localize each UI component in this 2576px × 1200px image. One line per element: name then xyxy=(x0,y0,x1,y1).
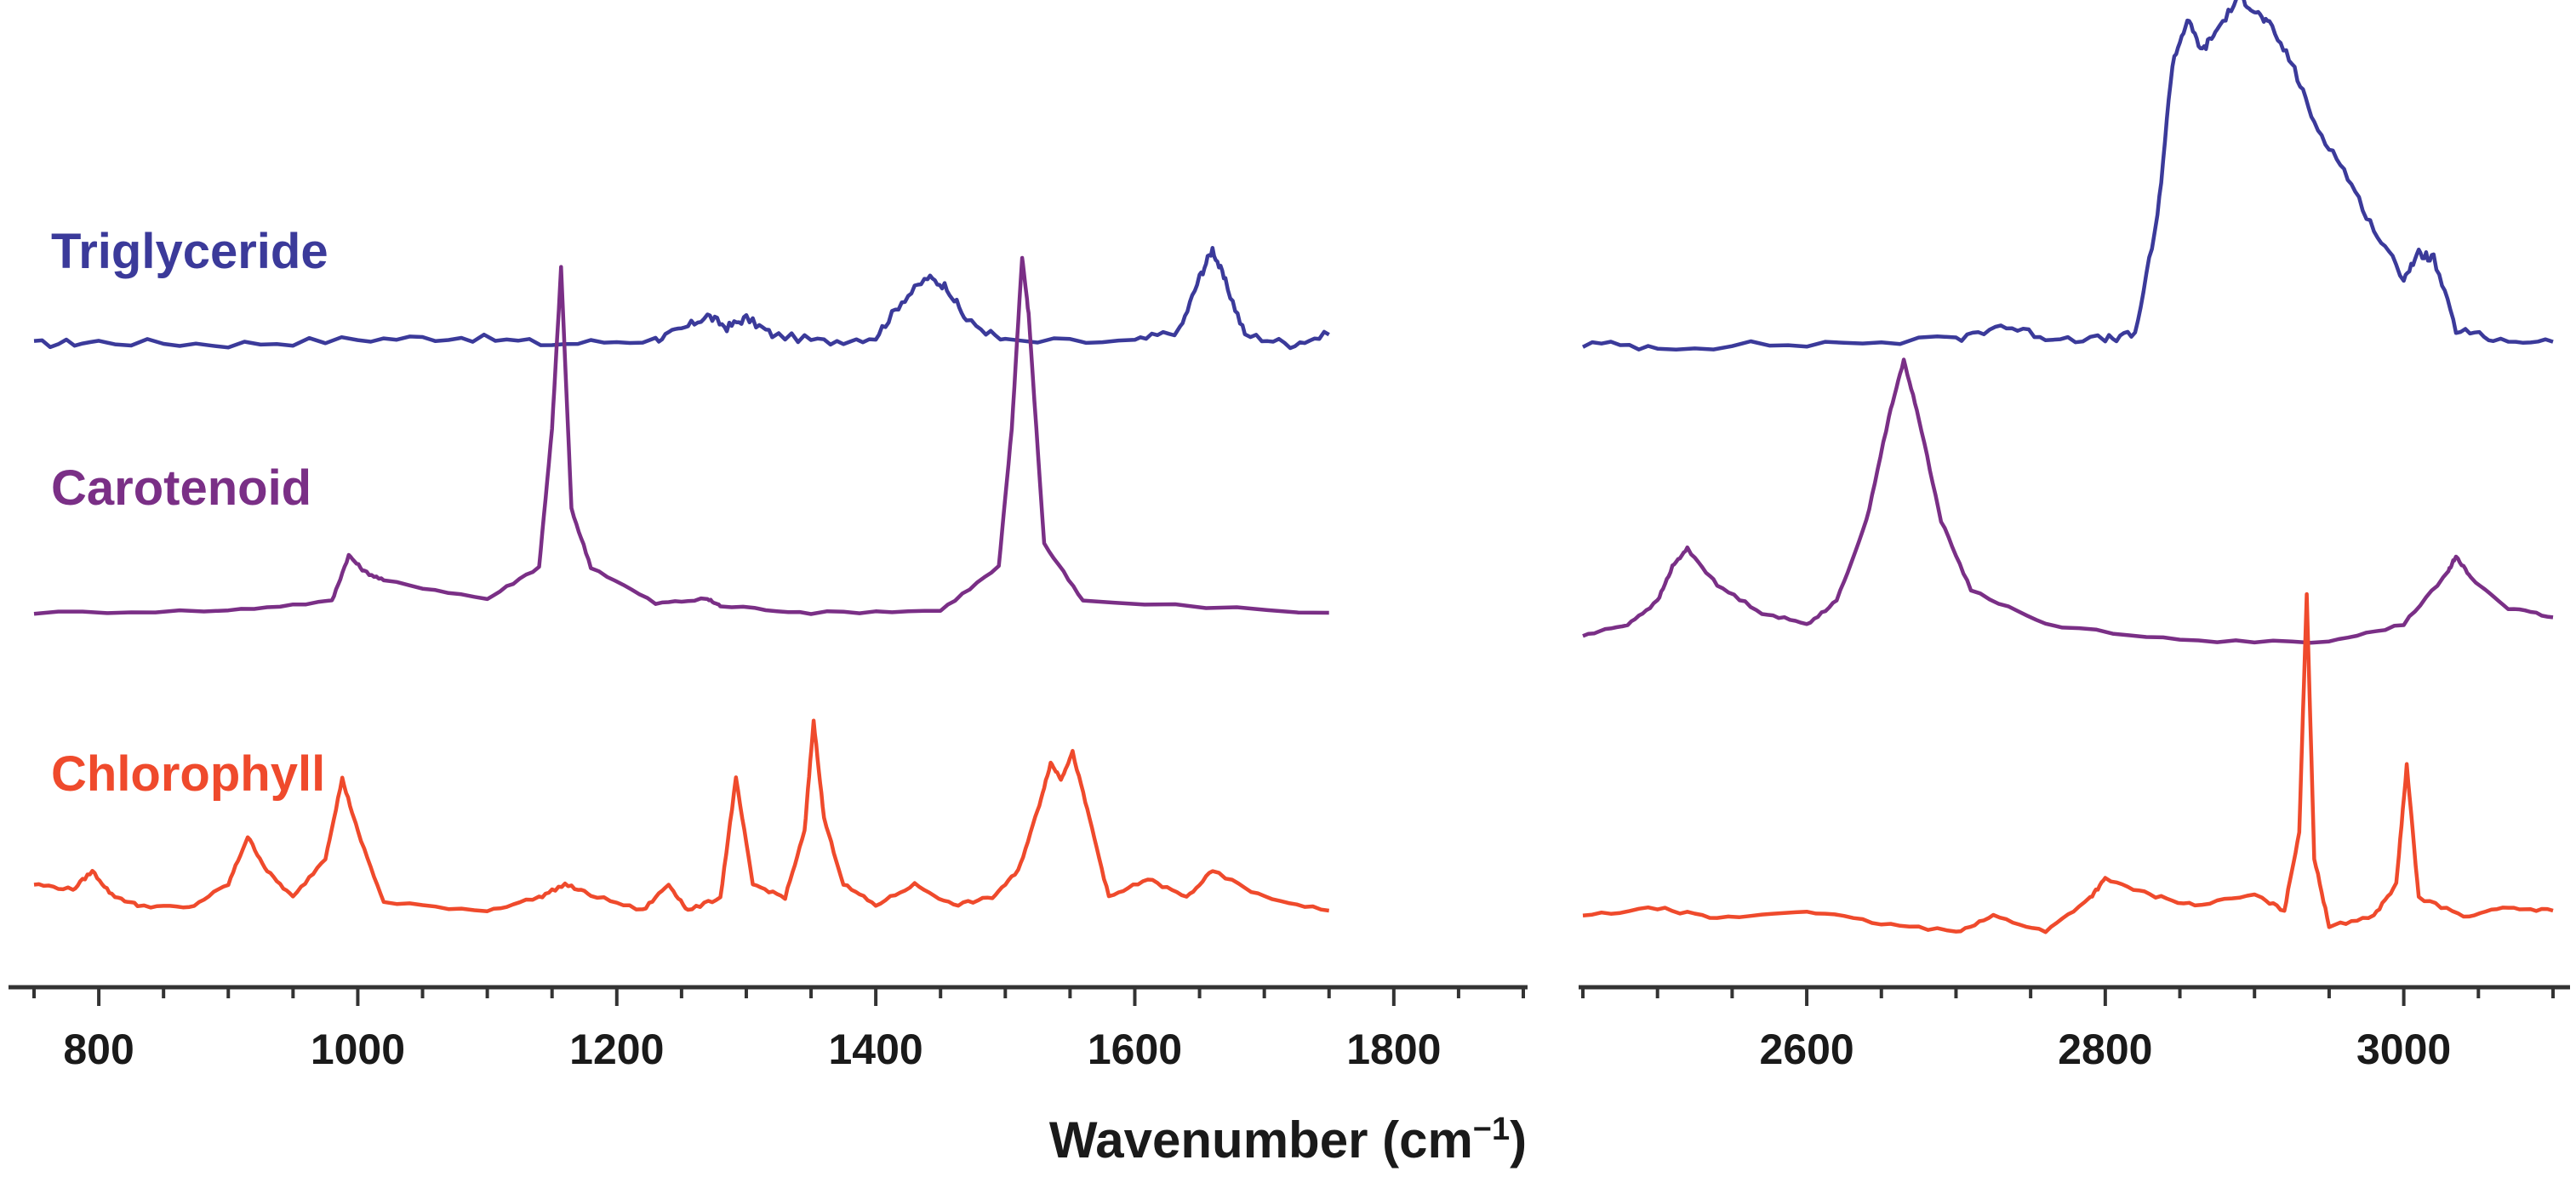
series-line-triglyceride-fingerprint xyxy=(33,245,1330,351)
series-line-carotenoid-fingerprint xyxy=(33,255,1329,616)
x-tick-label-800: 800 xyxy=(63,1026,134,1073)
x-axis: 800 1000 1200 1400 1600 1800 2600 2800 3000 xyxy=(9,985,2570,1073)
legend-label-triglyceride: Triglyceride xyxy=(51,224,328,279)
x-tick-label-1200: 1200 xyxy=(569,1026,664,1073)
series-line-chlorophyll-high-wavenumber xyxy=(1582,591,2554,934)
x-axis-title: Wavenumber (cm−1) xyxy=(0,1111,2576,1169)
x-tick-label-1800: 1800 xyxy=(1346,1026,1441,1073)
x-tick-label-1400: 1400 xyxy=(829,1026,923,1073)
x-tick-label-2600: 2600 xyxy=(1759,1026,1853,1073)
legend-label-carotenoid: Carotenoid xyxy=(51,460,312,516)
spectra-lines xyxy=(33,0,2554,934)
x-tick-label-1600: 1600 xyxy=(1088,1026,1182,1073)
x-axis-title-close: ) xyxy=(1510,1111,1528,1169)
series-line-carotenoid-high-wavenumber xyxy=(1582,357,2554,645)
legend-label-chlorophyll: Chlorophyll xyxy=(51,746,326,802)
x-axis-title-superscript: −1 xyxy=(1472,1111,1511,1147)
series-line-chlorophyll-fingerprint xyxy=(33,718,1330,913)
x-tick-label-2800: 2800 xyxy=(2058,1026,2152,1073)
x-tick-label-3000: 3000 xyxy=(2356,1026,2451,1073)
x-tick-label-1000: 1000 xyxy=(311,1026,405,1073)
x-axis-title-text: Wavenumber (cm xyxy=(1048,1111,1473,1169)
series-line-triglyceride-high-wavenumber xyxy=(1581,0,2554,351)
